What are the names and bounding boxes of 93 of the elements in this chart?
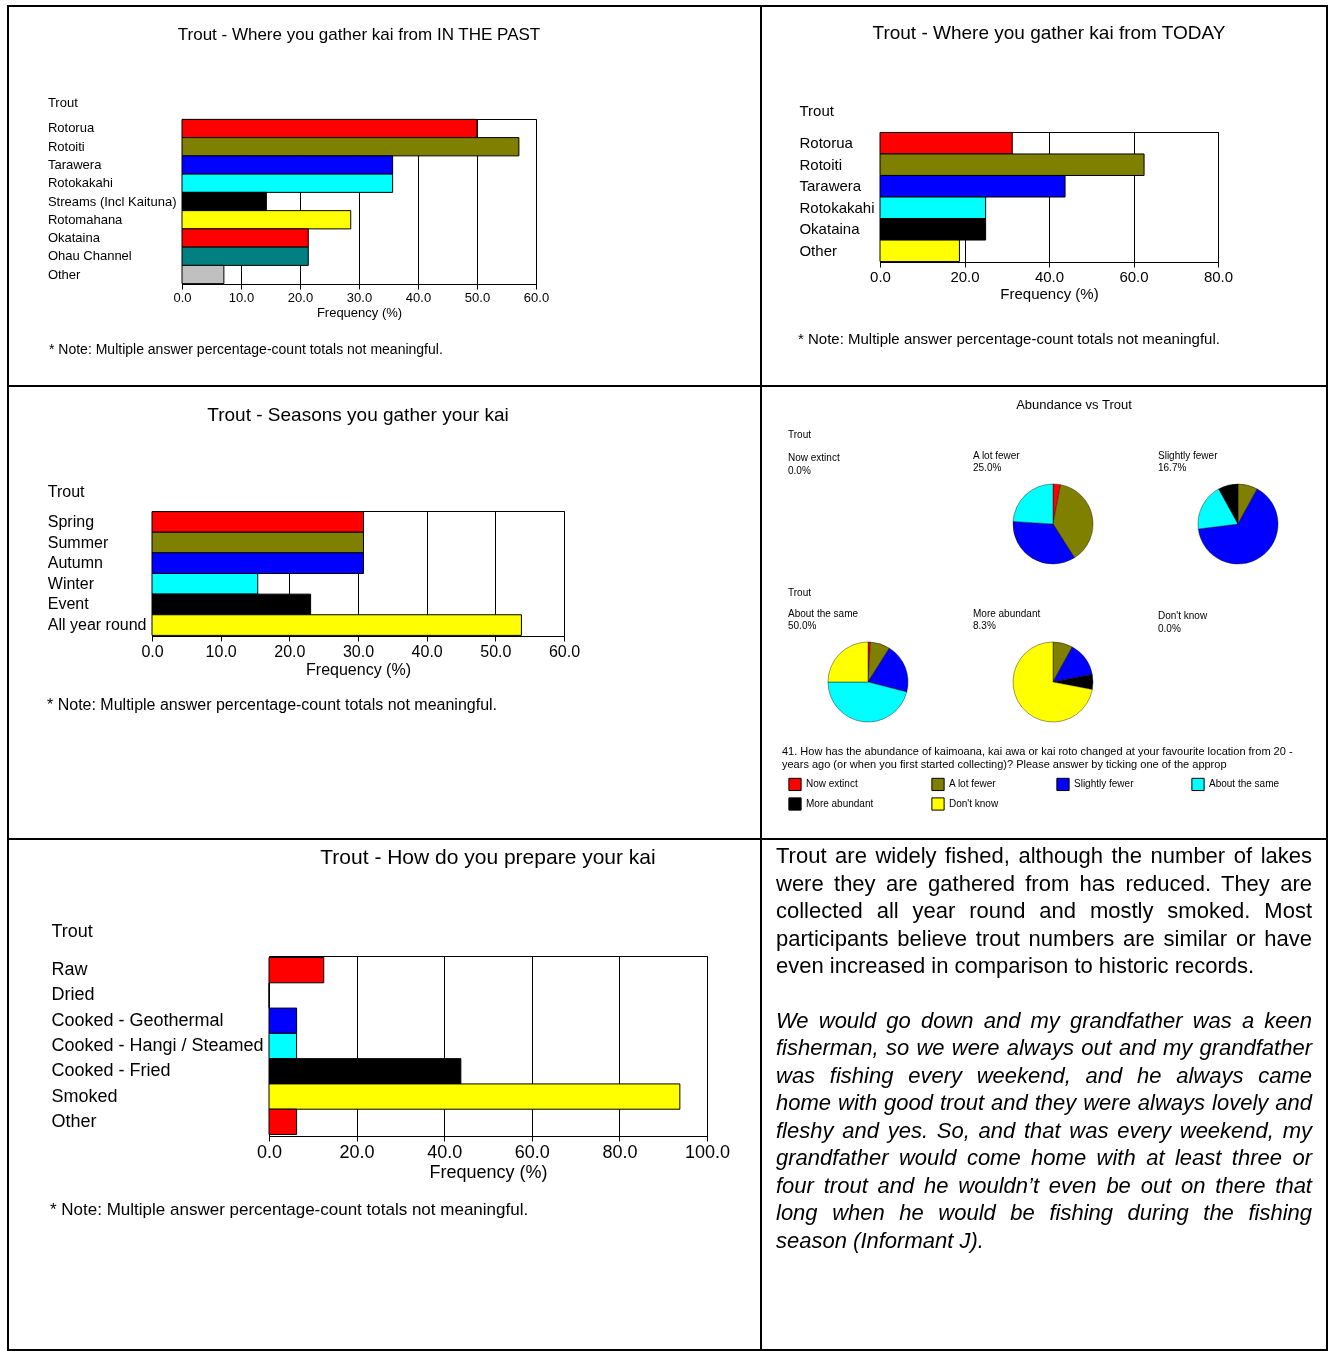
text: * Note: Multiple answer percentage-count totals not meaningful.	[798, 330, 1220, 347]
x-tick-label: 20.0	[339, 1141, 375, 1162]
text: Abundance vs Trout	[1015, 397, 1133, 412]
y-tick-label: Ohau Channel	[47, 248, 132, 264]
y-axis-title: Trout	[47, 94, 79, 110]
text: 0.0%	[1158, 622, 1182, 635]
y-tick-label: Rotoiti	[47, 138, 85, 154]
x-tick-label: 0.0	[870, 267, 891, 285]
x-tick-label: 20.0	[274, 642, 306, 660]
chart-title: Slightly fewer	[1158, 450, 1219, 462]
y-tick-label: Okataina	[47, 230, 101, 245]
y-tick-label: Other	[47, 266, 82, 282]
x-tick-label: 80.0	[602, 1141, 638, 1162]
y-tick-label: Rotorua	[47, 120, 95, 136]
x-tick-label: 30.0	[342, 642, 375, 660]
legend-label: Slightly fewer	[1074, 778, 1135, 790]
chart-title: Trout - Where you gather kai from IN THE PAST	[177, 25, 541, 44]
x-tick-label: 40.0	[1034, 267, 1065, 285]
legend-label: More abundant	[806, 798, 874, 809]
y-tick-label: Smoked	[51, 1085, 118, 1106]
text: * Note: Multiple answer percentage-count totals not meaningful.	[49, 341, 443, 357]
chart-title: A lot fewer	[973, 450, 1021, 462]
legend-label: Now extinct	[806, 778, 858, 790]
y-tick-label: Rotoiti	[799, 155, 842, 173]
text: We would go down and my grandfather was a keen fisherman, so we were always out and my grandfather was fishing every weekend, and he always came home with good trout and they were always lovely and fleshy and yes. So, and that was every weekend, my grandfather would come home with at least three or four trout and he wouldn’t even be out on there that long when he would be fishing during the fishing season (Informant J).	[776, 1007, 1312, 1253]
y-tick-label: Spring	[47, 512, 95, 530]
x-tick-label: 0.0	[173, 289, 192, 305]
chart-title: Trout - How do you prepare your kai	[320, 845, 656, 868]
x-tick-label: 40.0	[405, 289, 432, 305]
x-axis-title: Frequency (%)	[306, 660, 411, 678]
text: 41. How has the abundance of kaimoana, kai awa or kai roto changed at your favourite location from 20 - years ago (or when you first started collecting)? Please answer by ticking one of the approp	[781, 745, 1294, 771]
x-tick-label: 0.0	[256, 1141, 283, 1162]
x-tick-label: 100.0	[684, 1141, 731, 1162]
x-tick-label: 0.0	[141, 642, 164, 660]
x-tick-label: 60.0	[548, 642, 581, 660]
chart-title: About the same	[788, 608, 859, 620]
x-tick-label: 50.0	[480, 642, 512, 660]
text: Now extinct	[788, 451, 840, 464]
text: Trout	[788, 429, 812, 441]
y-tick-label: Autumn	[47, 554, 103, 572]
y-tick-label: Rotorua	[799, 134, 854, 152]
y-tick-label: Streams (Incl Kaituna)	[47, 193, 177, 209]
text: Trout are widely fished, although the number of lakes were they are gathered from has reduced. They are collected all year round and mostly smoked. Most participants believe trout numbers are similar or have even increased in comparison to historic records.	[775, 842, 1313, 980]
y-tick-label: Cooked - Fried	[51, 1060, 171, 1081]
y-tick-label: Event	[47, 595, 90, 613]
legend-label: About the same	[1209, 778, 1280, 790]
x-tick-label: 40.0	[427, 1141, 463, 1162]
y-tick-label: Other	[799, 241, 837, 259]
x-tick-label: 50.0	[464, 289, 491, 305]
y-tick-label: Rotokakahi	[799, 198, 875, 216]
chart-subtitle: 16.7%	[1158, 462, 1187, 474]
y-tick-label: Cooked - Geothermal	[51, 1009, 224, 1030]
x-axis-title: Frequency (%)	[429, 1161, 548, 1182]
x-tick-label: 10.0	[205, 642, 237, 660]
x-axis-title: Frequency (%)	[316, 304, 403, 320]
x-tick-label: 40.0	[411, 642, 443, 660]
x-tick-label: 60.0	[1119, 267, 1149, 285]
x-tick-label: 20.0	[950, 267, 980, 285]
y-tick-label: Other	[51, 1110, 97, 1131]
y-tick-label: Raw	[51, 959, 89, 980]
y-tick-label: Tarawera	[47, 157, 103, 172]
x-tick-label: 80.0	[1203, 267, 1234, 285]
legend-label: A lot fewer	[949, 778, 997, 790]
x-tick-label: 30.0	[346, 289, 373, 305]
y-axis-title: Trout	[47, 482, 86, 500]
text: Don't know	[1158, 609, 1208, 622]
y-tick-label: Rotomahana	[47, 211, 124, 227]
text: * Note: Multiple answer percentage-count totals not meaningful.	[50, 1200, 529, 1220]
chart-subtitle: 8.3%	[973, 620, 996, 632]
chart-title: Trout - Seasons you gather your kai	[207, 404, 509, 425]
text: * Note: Multiple answer percentage-count totals not meaningful.	[47, 696, 498, 714]
y-tick-label: Winter	[47, 574, 95, 592]
chart-subtitle: 50.0%	[788, 620, 817, 632]
x-tick-label: 10.0	[228, 289, 255, 305]
chart-title: More abundant	[973, 608, 1041, 620]
x-tick-label: 60.0	[514, 1141, 550, 1162]
y-tick-label: Okataina	[799, 220, 861, 238]
y-axis-title: Trout	[799, 101, 835, 119]
text: Trout	[788, 587, 812, 599]
y-axis-title: Trout	[51, 920, 93, 941]
y-tick-label: Rotokakahi	[47, 175, 114, 191]
y-tick-label: Cooked - Hangi / Steamed	[51, 1035, 264, 1055]
x-axis-title: Frequency (%)	[1000, 284, 1099, 302]
chart-title: Trout - Where you gather kai from TODAY	[872, 22, 1226, 43]
x-tick-label: 60.0	[523, 289, 550, 305]
y-tick-label: Dried	[51, 984, 95, 1005]
y-tick-label: All year round	[47, 616, 147, 634]
text: 0.0%	[788, 464, 812, 477]
x-tick-label: 20.0	[287, 289, 314, 305]
y-tick-label: Tarawera	[799, 177, 862, 195]
y-tick-label: Summer	[47, 533, 109, 551]
chart-subtitle: 25.0%	[973, 462, 1002, 474]
legend-label: Don't know	[949, 798, 999, 809]
